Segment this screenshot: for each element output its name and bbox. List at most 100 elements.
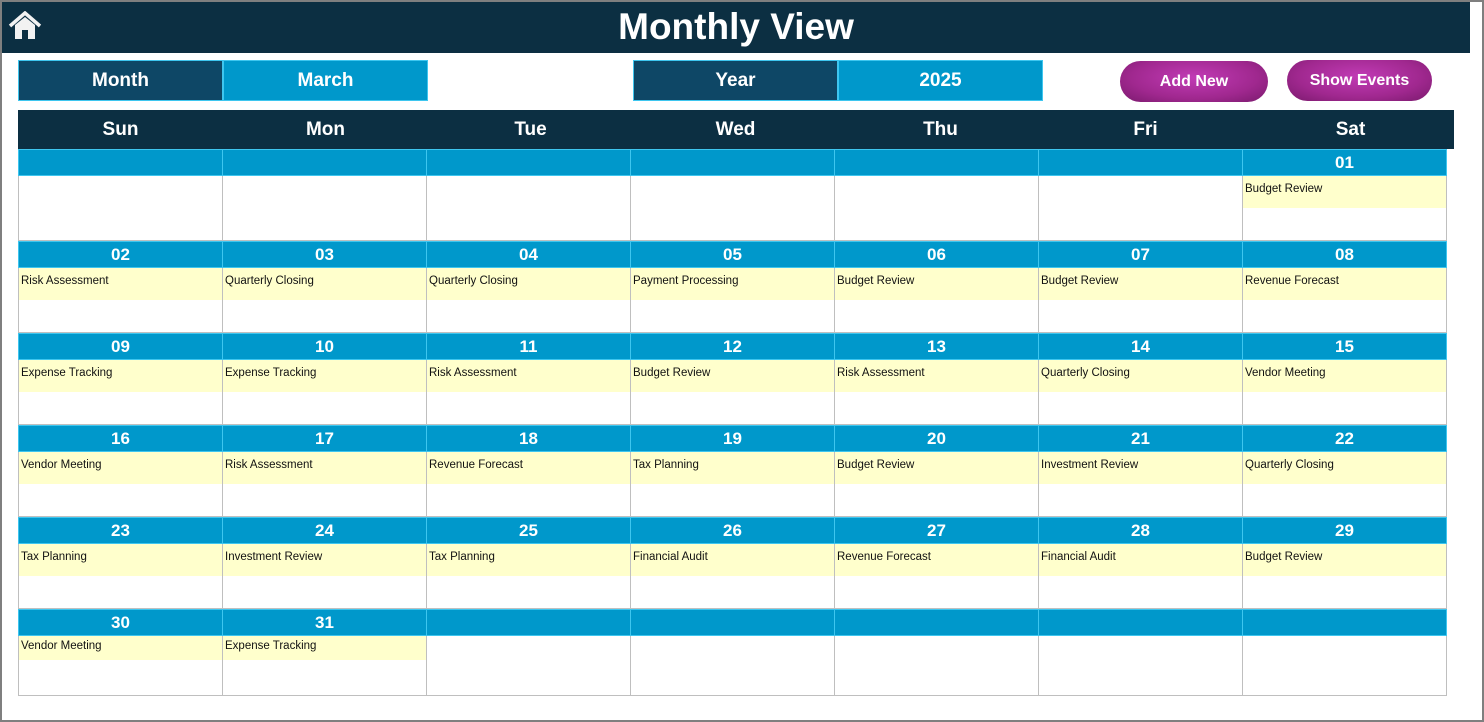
add-new-button[interactable]: Add New (1120, 61, 1268, 102)
event-item[interactable]: Quarterly Closing (1243, 452, 1446, 484)
month-select[interactable]: March (223, 60, 428, 101)
day-number: 20 (834, 425, 1039, 452)
event-item[interactable]: Budget Review (1039, 268, 1242, 300)
day-number: 13 (834, 333, 1039, 360)
day-cell[interactable]: 15 Vendor Meeting (1242, 333, 1447, 425)
event-item[interactable]: Budget Review (1243, 544, 1446, 576)
event-item[interactable]: Quarterly Closing (427, 268, 630, 300)
event-item[interactable]: Vendor Meeting (19, 452, 222, 484)
weekday-header: Sun Mon Tue Wed Thu Fri Sat (18, 110, 1454, 149)
year-select[interactable]: 2025 (838, 60, 1043, 101)
day-cell[interactable]: 09 Expense Tracking (18, 333, 223, 425)
day-cell[interactable] (834, 149, 1039, 241)
day-cell[interactable]: 27 Revenue Forecast (834, 517, 1039, 609)
event-item[interactable]: Expense Tracking (223, 360, 426, 392)
day-cell[interactable] (426, 609, 631, 696)
day-cell[interactable]: 11 Risk Assessment (426, 333, 631, 425)
day-cell[interactable]: 23 Tax Planning (18, 517, 223, 609)
day-number (834, 609, 1039, 636)
day-number (426, 149, 631, 176)
event-item[interactable]: Expense Tracking (19, 360, 222, 392)
day-cell[interactable] (630, 609, 835, 696)
day-cell[interactable]: 30 Vendor Meeting (18, 609, 223, 696)
event-item[interactable]: Investment Review (1039, 452, 1242, 484)
day-cell[interactable]: 26 Financial Audit (630, 517, 835, 609)
event-item[interactable]: Payment Processing (631, 268, 834, 300)
day-number: 18 (426, 425, 631, 452)
day-number: 22 (1242, 425, 1447, 452)
event-item[interactable]: Revenue Forecast (1243, 268, 1446, 300)
day-cell[interactable]: 22 Quarterly Closing (1242, 425, 1447, 517)
day-cell[interactable]: 29 Budget Review (1242, 517, 1447, 609)
home-icon[interactable] (8, 11, 42, 41)
day-cell[interactable]: 08 Revenue Forecast (1242, 241, 1447, 333)
day-cell[interactable]: 02 Risk Assessment (18, 241, 223, 333)
day-cell[interactable]: 10 Expense Tracking (222, 333, 427, 425)
day-cell[interactable]: 01 Budget Review (1242, 149, 1447, 241)
day-cell[interactable]: 06 Budget Review (834, 241, 1039, 333)
show-events-button[interactable]: Show Events (1287, 60, 1432, 101)
day-cell[interactable]: 13 Risk Assessment (834, 333, 1039, 425)
day-number: 21 (1038, 425, 1243, 452)
day-cell[interactable] (18, 149, 223, 241)
day-cell[interactable]: 25 Tax Planning (426, 517, 631, 609)
event-item[interactable]: Quarterly Closing (1039, 360, 1242, 392)
event-item[interactable]: Vendor Meeting (1243, 360, 1446, 392)
day-number: 09 (18, 333, 223, 360)
day-cell[interactable]: 18 Revenue Forecast (426, 425, 631, 517)
day-number: 30 (18, 609, 223, 636)
day-cell[interactable] (222, 149, 427, 241)
day-cell[interactable] (426, 149, 631, 241)
day-cell[interactable]: 21 Investment Review (1038, 425, 1243, 517)
day-cell[interactable] (834, 609, 1039, 696)
day-cell[interactable]: 07 Budget Review (1038, 241, 1243, 333)
event-item[interactable]: Investment Review (223, 544, 426, 576)
event-item[interactable]: Quarterly Closing (223, 268, 426, 300)
event-item[interactable]: Revenue Forecast (835, 544, 1038, 576)
weekday-sat: Sat (1335, 118, 1366, 140)
event-item[interactable]: Risk Assessment (19, 268, 222, 300)
event-item[interactable]: Tax Planning (19, 544, 222, 576)
event-item[interactable]: Revenue Forecast (427, 452, 630, 484)
weekday-thu: Thu (923, 118, 958, 140)
day-cell[interactable]: 28 Financial Audit (1038, 517, 1243, 609)
day-number: 08 (1242, 241, 1447, 268)
day-number: 16 (18, 425, 223, 452)
day-cell[interactable]: 16 Vendor Meeting (18, 425, 223, 517)
day-cell[interactable]: 17 Risk Assessment (222, 425, 427, 517)
calendar-week: 30 Vendor Meeting 31 Expense Tracking (18, 609, 1454, 696)
day-cell[interactable]: 19 Tax Planning (630, 425, 835, 517)
day-cell[interactable]: 24 Investment Review (222, 517, 427, 609)
day-cell[interactable]: 12 Budget Review (630, 333, 835, 425)
day-cell[interactable] (1242, 609, 1447, 696)
event-item[interactable]: Budget Review (631, 360, 834, 392)
day-number: 02 (18, 241, 223, 268)
day-cell[interactable]: 14 Quarterly Closing (1038, 333, 1243, 425)
event-item[interactable]: Vendor Meeting (19, 636, 222, 660)
day-number: 17 (222, 425, 427, 452)
event-item[interactable]: Budget Review (835, 268, 1038, 300)
event-item[interactable]: Risk Assessment (835, 360, 1038, 392)
day-number: 15 (1242, 333, 1447, 360)
day-cell[interactable]: 20 Budget Review (834, 425, 1039, 517)
event-item[interactable]: Financial Audit (631, 544, 834, 576)
day-number: 23 (18, 517, 223, 544)
event-item[interactable]: Financial Audit (1039, 544, 1242, 576)
event-item[interactable]: Risk Assessment (223, 452, 426, 484)
day-cell[interactable]: 31 Expense Tracking (222, 609, 427, 696)
event-item[interactable]: Budget Review (1243, 176, 1446, 208)
day-cell[interactable]: 05 Payment Processing (630, 241, 835, 333)
event-item[interactable]: Tax Planning (631, 452, 834, 484)
day-cell[interactable]: 04 Quarterly Closing (426, 241, 631, 333)
day-cell[interactable]: 03 Quarterly Closing (222, 241, 427, 333)
event-item[interactable]: Risk Assessment (427, 360, 630, 392)
day-cell[interactable] (630, 149, 835, 241)
event-item[interactable]: Budget Review (835, 452, 1038, 484)
day-cell[interactable] (1038, 149, 1243, 241)
day-number: 19 (630, 425, 835, 452)
day-number: 26 (630, 517, 835, 544)
event-item[interactable]: Expense Tracking (223, 636, 426, 660)
day-cell[interactable] (1038, 609, 1243, 696)
event-item[interactable]: Tax Planning (427, 544, 630, 576)
weekday-tue: Tue (514, 118, 547, 140)
